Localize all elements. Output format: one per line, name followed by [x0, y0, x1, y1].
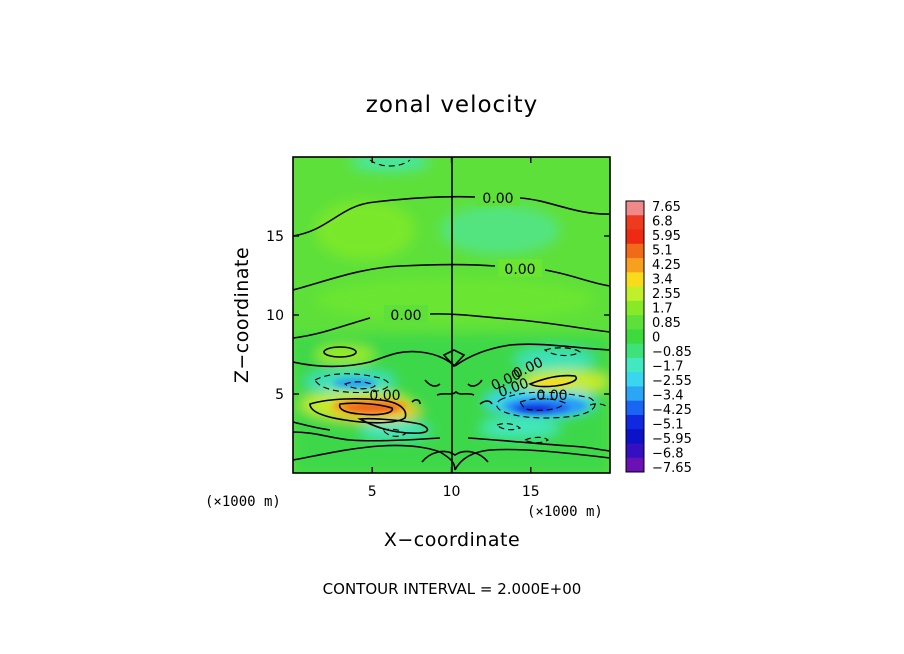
- colorbar-swatch: [626, 400, 644, 416]
- x-axis-title: X−coordinate: [384, 529, 520, 551]
- contour-label: 0.00: [369, 388, 400, 404]
- colorbar-swatch: [626, 457, 644, 473]
- colorbar-label: −6.8: [652, 447, 684, 462]
- colorbar-swatch: [626, 286, 644, 302]
- x-tick-label: 10: [443, 484, 461, 500]
- colorbar-swatch: [626, 201, 644, 216]
- colorbar-swatch: [626, 300, 644, 316]
- colorbar-swatch: [626, 329, 644, 345]
- colorbar-swatch: [626, 258, 644, 273]
- x-tick-label: 15: [522, 484, 540, 500]
- x-axis-unit: (×1000 m): [527, 504, 603, 520]
- colorbar-label: 1.7: [652, 302, 673, 317]
- contour-label: 0.00: [504, 262, 535, 278]
- x-tick-label: 5: [368, 484, 377, 500]
- y-axis-title: Z−coordinate: [231, 247, 253, 383]
- y-tick-label: 5: [275, 387, 284, 403]
- colorbar-label: 6.8: [652, 215, 673, 230]
- colorbar-swatch: [626, 243, 644, 259]
- colorbar-swatch: [626, 315, 644, 330]
- colorbar-label: 3.4: [652, 273, 673, 288]
- x-axis-ticks: 5 10 15: [368, 157, 540, 500]
- colorbar-label: −1.7: [652, 360, 684, 375]
- colorbar-swatch: [626, 343, 644, 359]
- contour-label: 0.00: [482, 191, 513, 207]
- colorbar-swatch: [626, 386, 644, 402]
- chart-title: zonal velocity: [366, 92, 538, 118]
- colorbar-swatch: [626, 215, 644, 231]
- colorbar-label: 0: [652, 331, 660, 346]
- contour-labels: 0.00 0.00 0.00 0.00 0.00 0.00 0.00 0.00: [369, 188, 568, 404]
- colorbar-swatch: [626, 372, 644, 387]
- colorbar-label: 0.85: [652, 316, 681, 331]
- contour-label: 0.00: [390, 308, 421, 324]
- colorbar-swatch: [626, 429, 644, 444]
- colorbar-label: 4.25: [652, 258, 681, 273]
- colorbar-frame: [625, 200, 645, 473]
- y-axis-ticks: 5 10 15: [266, 229, 610, 403]
- colorbar-label: −7.65: [652, 461, 692, 476]
- colorbar-swatch: [626, 272, 644, 288]
- colorbar-label: 5.95: [652, 229, 681, 244]
- z-axis-unit: (×1000 m): [205, 494, 281, 510]
- colorbar-swatch: [626, 229, 644, 245]
- colorbar-swatch: [626, 357, 644, 373]
- y-tick-label: 15: [266, 229, 284, 245]
- colorbar-label: −5.95: [652, 432, 692, 447]
- colorbar-label: 5.1: [652, 244, 673, 259]
- y-tick-label: 10: [266, 308, 284, 324]
- colorbar-label: 2.55: [652, 287, 681, 302]
- colorbar-label: −0.85: [652, 345, 692, 360]
- colorbar: 7.656.85.955.14.253.42.551.70.850−0.85−1…: [625, 200, 692, 476]
- velocity-field: [293, 157, 610, 473]
- contour-interval-note: CONTOUR INTERVAL = 2.000E+00: [323, 580, 582, 598]
- colorbar-label: 7.65: [652, 200, 681, 215]
- colorbar-swatch: [626, 443, 644, 459]
- colorbar-label: −3.4: [652, 389, 684, 404]
- colorbar-swatch: [626, 414, 644, 430]
- colorbar-label: −5.1: [652, 418, 684, 433]
- colorbar-label: −2.55: [652, 374, 692, 389]
- contour-label: 0.00: [536, 388, 567, 404]
- colorbar-label: −4.25: [652, 403, 692, 418]
